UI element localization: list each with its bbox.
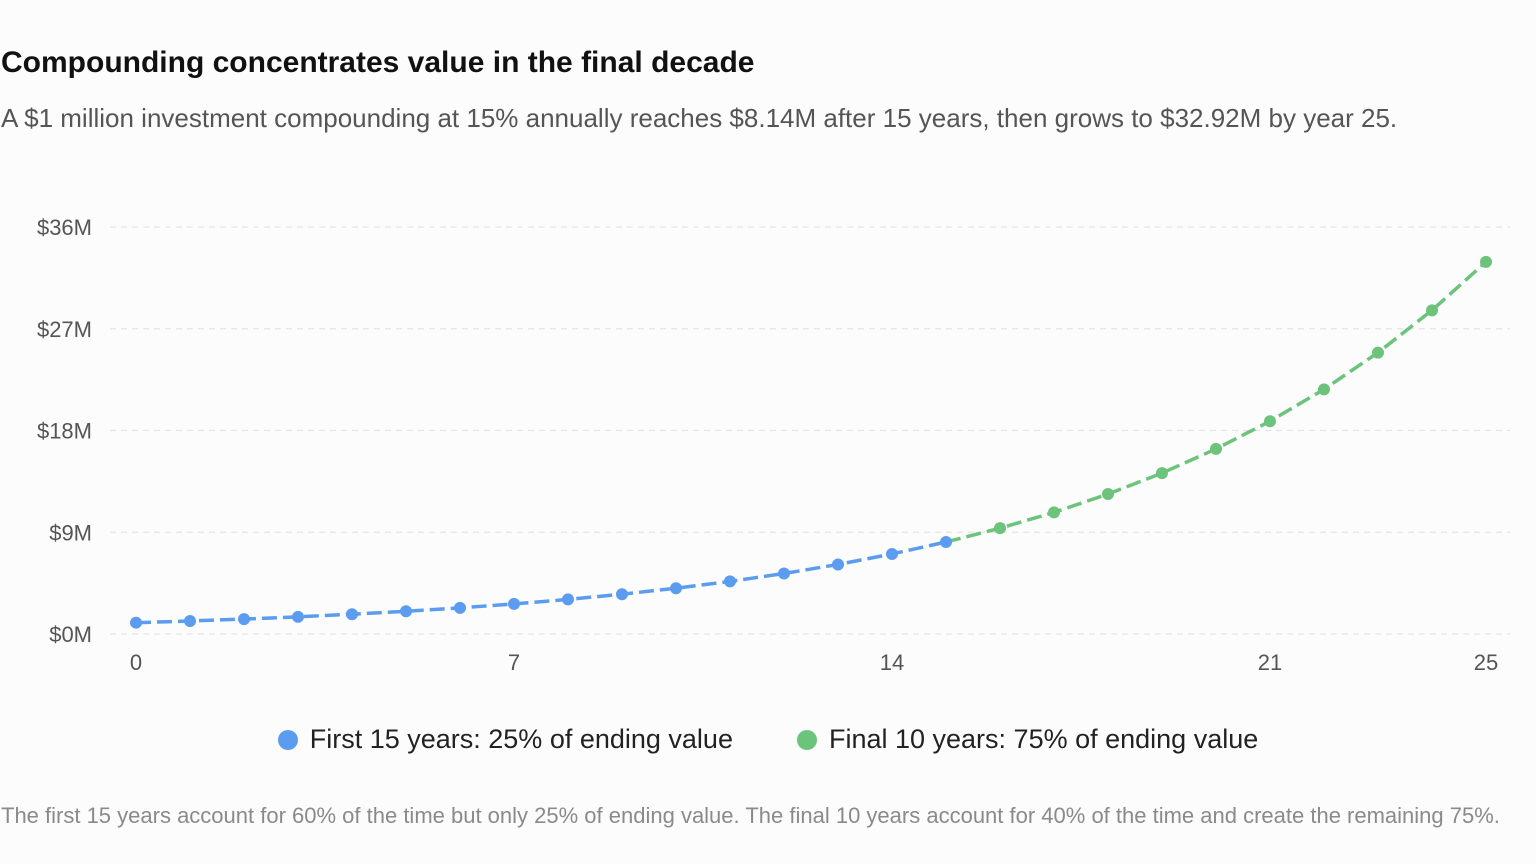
data-point-s0-x11[interactable] [724, 575, 736, 588]
chart-title: Compounding concentrates value in the fi… [1, 46, 755, 79]
x-tick-label-3: 21 [1258, 650, 1282, 675]
data-point-s0-x12[interactable] [778, 567, 790, 580]
chart-subtitle: A $1 million investment compounding at 1… [1, 103, 1398, 133]
y-axis-ticks: $0M $9M $18M $27M $36M [37, 215, 92, 647]
y-tick-label-4: $36M [37, 215, 92, 240]
data-point-s1-x21[interactable] [1264, 415, 1276, 428]
legend-item-final[interactable]: Final 10 years: 75% of ending value [796, 724, 1259, 755]
data-point-s0-x5[interactable] [400, 605, 412, 618]
data-point-s0-x15[interactable] [940, 535, 952, 548]
data-point-s1-x22[interactable] [1318, 383, 1330, 396]
data-point-s0-x3[interactable] [292, 610, 304, 623]
data-point-s1-x18[interactable] [1102, 488, 1114, 501]
data-point-s1-x16[interactable] [994, 522, 1006, 535]
data-point-s0-x0[interactable] [130, 616, 142, 629]
y-tick-label-3: $27M [37, 317, 92, 342]
legend-label-final: Final 10 years: 75% of ending value [828, 724, 1259, 754]
legend-item-first[interactable]: First 15 years: 25% of ending value [277, 724, 733, 755]
series-points [130, 255, 1492, 629]
x-tick-label-0: 0 [130, 650, 142, 675]
data-point-s1-x24[interactable] [1426, 304, 1438, 317]
y-tick-label-1: $9M [49, 520, 92, 545]
data-point-s1-x20[interactable] [1210, 442, 1222, 455]
data-point-s0-x9[interactable] [616, 588, 628, 601]
y-tick-label-2: $18M [37, 419, 92, 444]
x-axis-ticks: 0 7 14 21 25 [130, 650, 1498, 675]
data-point-s1-x25[interactable] [1480, 255, 1492, 268]
data-point-s0-x4[interactable] [346, 608, 358, 621]
gridlines [110, 226, 1510, 635]
series-lines [135, 260, 1488, 625]
data-point-s0-x7[interactable] [508, 597, 520, 610]
legend-swatch-first [277, 729, 298, 750]
data-point-s0-x10[interactable] [670, 582, 682, 595]
x-tick-label-4: 25 [1474, 650, 1498, 675]
x-tick-label-2: 14 [880, 650, 904, 675]
data-point-s0-x13[interactable] [832, 558, 844, 571]
data-point-s1-x17[interactable] [1048, 506, 1060, 519]
series-line-1 [945, 260, 1488, 544]
data-point-s1-x23[interactable] [1372, 346, 1384, 359]
data-point-s0-x6[interactable] [454, 601, 466, 614]
legend: First 15 years: 25% of ending value Fina… [0, 724, 1536, 755]
y-tick-label-0: $0M [49, 622, 92, 647]
x-tick-label-1: 7 [508, 650, 520, 675]
legend-swatch-final [796, 729, 817, 750]
series-line-0 [135, 540, 947, 625]
data-point-s0-x2[interactable] [238, 613, 250, 626]
chart-footnote: The first 15 years account for 60% of th… [1, 803, 1500, 828]
line-chart: $0M $9M $18M $27M $36M 0 7 14 21 25 [37, 215, 1510, 675]
data-point-s0-x1[interactable] [184, 614, 196, 627]
data-point-s0-x14[interactable] [886, 547, 898, 560]
data-point-s1-x19[interactable] [1156, 467, 1168, 480]
legend-label-first: First 15 years: 25% of ending value [309, 724, 733, 754]
data-point-s0-x8[interactable] [562, 593, 574, 606]
